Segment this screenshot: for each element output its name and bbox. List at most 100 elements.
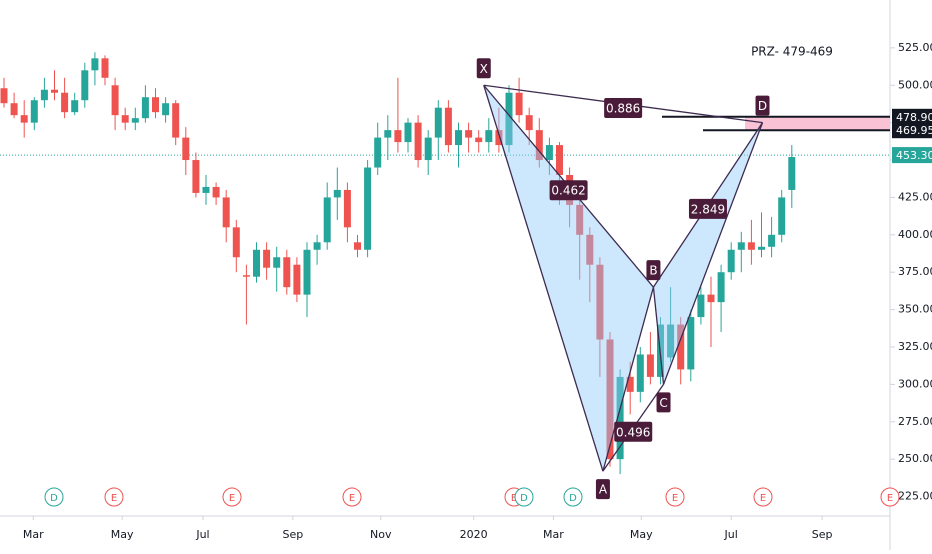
candle-body <box>374 137 382 168</box>
candle-body <box>586 234 594 265</box>
candle-body <box>758 246 765 250</box>
candle-body <box>737 242 745 250</box>
candle-body <box>444 107 452 146</box>
candle-body <box>172 103 180 138</box>
candle-body <box>40 89 48 101</box>
ratio-label: 0.496 <box>616 425 650 439</box>
candle-body <box>162 103 170 116</box>
candle-body <box>51 89 58 93</box>
y-tick-label: 300.00 <box>898 377 932 390</box>
event-marker <box>563 487 583 507</box>
candle-body <box>91 58 99 71</box>
candle-body <box>0 88 8 104</box>
x-tick-label: May <box>630 528 653 541</box>
candle-body <box>525 115 533 131</box>
candle-body <box>556 145 563 175</box>
y-tick-label: 275.00 <box>898 415 932 428</box>
y-tick-label: 350.00 <box>898 303 932 316</box>
event-marker <box>665 487 685 507</box>
candle-body <box>707 294 715 303</box>
candle-body <box>121 115 129 123</box>
y-tick-label: 400.00 <box>898 228 932 241</box>
event-label: E <box>760 493 766 504</box>
price-tag-bg <box>892 122 932 139</box>
x-tick-label: May <box>111 528 134 541</box>
candle-body <box>20 115 28 123</box>
ratio-label: 0.462 <box>551 184 585 198</box>
candle-body <box>626 376 634 392</box>
candle-body <box>677 324 685 370</box>
candle-body <box>71 100 79 113</box>
event-marker <box>222 487 242 507</box>
event-marker <box>104 487 124 507</box>
annotation: PRZ- 479-469 <box>751 45 833 59</box>
ratio-label: 0.886 <box>606 101 640 115</box>
point-label: A <box>599 483 608 497</box>
event-label: E <box>511 493 517 504</box>
candle-body <box>727 249 735 273</box>
ratio-label: 2.849 <box>691 202 725 216</box>
candle-body <box>394 130 402 143</box>
candle-body <box>242 275 250 277</box>
ratio-label-bg <box>604 97 643 118</box>
event-marker <box>753 487 773 507</box>
candle-body <box>616 376 624 460</box>
event-label: D <box>50 493 58 504</box>
candle-body <box>81 70 89 101</box>
candle-body <box>323 197 331 243</box>
y-tick-label: 325.00 <box>898 340 932 353</box>
candle-body <box>111 85 119 116</box>
point-label-bg <box>646 260 661 281</box>
x-tick-label: Sep <box>282 528 303 541</box>
event-marker <box>44 487 64 507</box>
candle-body <box>768 234 776 247</box>
point-label-bg <box>656 392 671 413</box>
candle-body <box>364 167 372 250</box>
candle-body <box>263 249 271 268</box>
candle-body <box>313 242 321 250</box>
pattern-leg <box>652 287 665 385</box>
candle-body <box>354 242 361 250</box>
pattern-fill <box>653 122 763 385</box>
price-tag-bg <box>892 147 932 164</box>
candle-body <box>404 122 412 143</box>
candle-body <box>747 242 755 250</box>
point-label: D <box>758 99 767 113</box>
y-tick-label: 525.00 <box>898 41 932 54</box>
candle-body <box>505 92 513 146</box>
pattern-leg <box>483 85 604 472</box>
candle-body <box>788 157 796 190</box>
candle-body <box>778 197 786 235</box>
candle-body <box>333 189 341 198</box>
x-tick-label: Jul <box>195 528 209 541</box>
candle-body <box>273 257 281 268</box>
x-tick-label: Nov <box>370 528 392 541</box>
event-label: E <box>672 493 678 504</box>
candle-body <box>596 264 604 340</box>
event-label: E <box>349 493 355 504</box>
point-label: C <box>659 396 667 410</box>
pattern-fill <box>483 85 654 472</box>
event-marker <box>880 487 900 507</box>
price-tag: 478.90 <box>896 111 932 124</box>
event-label: E <box>887 493 893 504</box>
candle-body <box>434 107 442 138</box>
candle-body <box>697 294 705 318</box>
candle-body <box>465 130 473 138</box>
point-label: B <box>649 264 657 278</box>
pattern-leg <box>662 122 764 385</box>
candle-body <box>283 257 291 288</box>
candle-body <box>475 137 483 143</box>
candle-body <box>303 249 311 295</box>
candle-body <box>646 354 654 377</box>
candle-body <box>535 130 543 161</box>
candle-body <box>606 339 614 460</box>
candle-body <box>141 97 149 119</box>
candle-body <box>576 204 584 235</box>
candle-body <box>30 100 38 123</box>
candle-body <box>192 160 200 193</box>
candle-body <box>414 122 422 161</box>
candle-body <box>253 249 260 277</box>
event-label: E <box>111 493 117 504</box>
